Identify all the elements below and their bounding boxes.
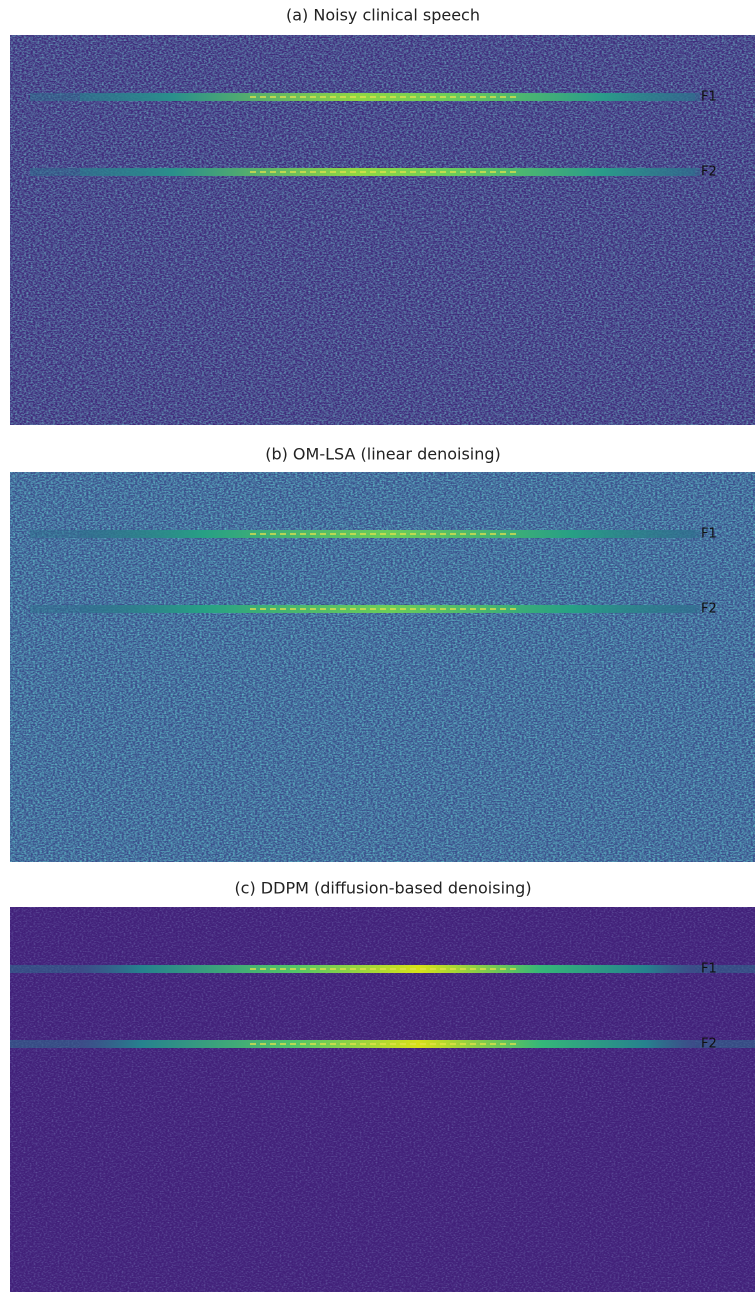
formant-band bbox=[80, 93, 695, 101]
panel-title: (c) DDPM (diffusion-based denoising) bbox=[234, 879, 531, 898]
formant-label: F1 bbox=[701, 962, 717, 977]
spectrogram-noise bbox=[10, 907, 755, 1292]
formant-label: F1 bbox=[701, 90, 717, 105]
panel: (a) Noisy clinical speech F1 F2 bbox=[10, 6, 755, 426]
formant-band bbox=[80, 965, 695, 973]
formant-label: F2 bbox=[701, 1037, 717, 1052]
formant-label: F2 bbox=[701, 165, 717, 180]
panel: (c) DDPM (diffusion-based denoising) F1 F2 bbox=[10, 879, 755, 1292]
formant-label: F1 bbox=[701, 527, 717, 542]
formant-band bbox=[80, 605, 695, 613]
formant-label: F2 bbox=[701, 602, 717, 617]
figure: (a) Noisy clinical speechF1F2(b) OM-LSA … bbox=[0, 0, 755, 1292]
formant-band bbox=[80, 530, 695, 538]
formant-band bbox=[80, 1040, 695, 1048]
panel: (b) OM-LSA (linear denoising) F1 F2 bbox=[10, 445, 755, 863]
formant-band bbox=[80, 168, 695, 176]
panel-title: (a) Noisy clinical speech bbox=[286, 6, 480, 25]
panel-title: (b) OM-LSA (linear denoising) bbox=[265, 445, 501, 464]
